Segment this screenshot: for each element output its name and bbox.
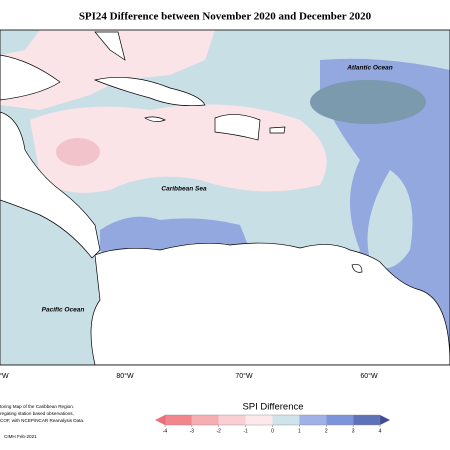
neutral-area [0, 30, 40, 55]
colorbar-tick-label: -1 [243, 428, 248, 434]
trinidad [351, 263, 363, 273]
longitude-label: 70°W [235, 372, 253, 380]
strong-negative-area [310, 80, 426, 124]
longitude-label: 90°W [0, 372, 9, 380]
colorbar-segment [165, 415, 192, 425]
strong-anomaly-area [56, 138, 100, 166]
colorbar-segment [191, 415, 219, 425]
positive-anomaly-area [0, 30, 215, 110]
colorbar-tick-label: 4 [379, 428, 382, 434]
colorbar-tick-label: 1 [298, 428, 301, 434]
colorbar-tick-label: 2 [325, 428, 328, 434]
map: Atlantic Ocean Caribbean Sea Pacific Oce… [0, 29, 450, 366]
map-title: SPI24 Difference between November 2020 a… [79, 11, 372, 23]
hispaniola [214, 114, 261, 141]
colorbar-tick-label: -2 [217, 428, 222, 434]
footnote: CIMH Feb-2021 [4, 434, 37, 439]
colorbar-tick-label: -3 [190, 428, 195, 434]
colorbar-tick-label: 0 [271, 428, 274, 434]
footnote: toring Map of the Caribbean Region. [0, 404, 74, 409]
colorbar-extend-high [380, 415, 390, 425]
longitude-label: 80°W [116, 372, 134, 380]
florida [94, 31, 126, 61]
colorbar-tick-label: 3 [352, 428, 355, 434]
map-frame [0, 29, 450, 366]
puerto-rico [269, 126, 286, 134]
colorbar-segment [245, 415, 273, 425]
footnote: COF, with NCEP/NCAR Reanalysis Data. [0, 418, 84, 423]
colorbar-segment [353, 415, 380, 425]
neutral-area [367, 170, 413, 268]
footnote: regating station based observations, [0, 411, 74, 416]
longitude-label: 60°W [360, 372, 378, 380]
colorbar-segment [299, 415, 327, 425]
colorbar-extend-low [155, 415, 165, 425]
colorbar-title: SPI Difference [242, 402, 303, 413]
cuba [93, 76, 206, 107]
ocean-label: Pacific Ocean [42, 307, 85, 314]
jamaica [144, 116, 166, 122]
colorbar-segment [272, 415, 300, 425]
central-america [0, 111, 101, 259]
colorbar-tick-label: -4 [163, 428, 168, 434]
ocean-label: Caribbean Sea [161, 186, 207, 193]
ocean-label: Atlantic Ocean [346, 65, 393, 72]
colorbar-segment [326, 415, 354, 425]
yucatan [0, 54, 61, 101]
colorbar-segment [218, 415, 246, 425]
colorbar: -4 -3 -2 -1 0 1 2 3 4 [155, 414, 390, 434]
